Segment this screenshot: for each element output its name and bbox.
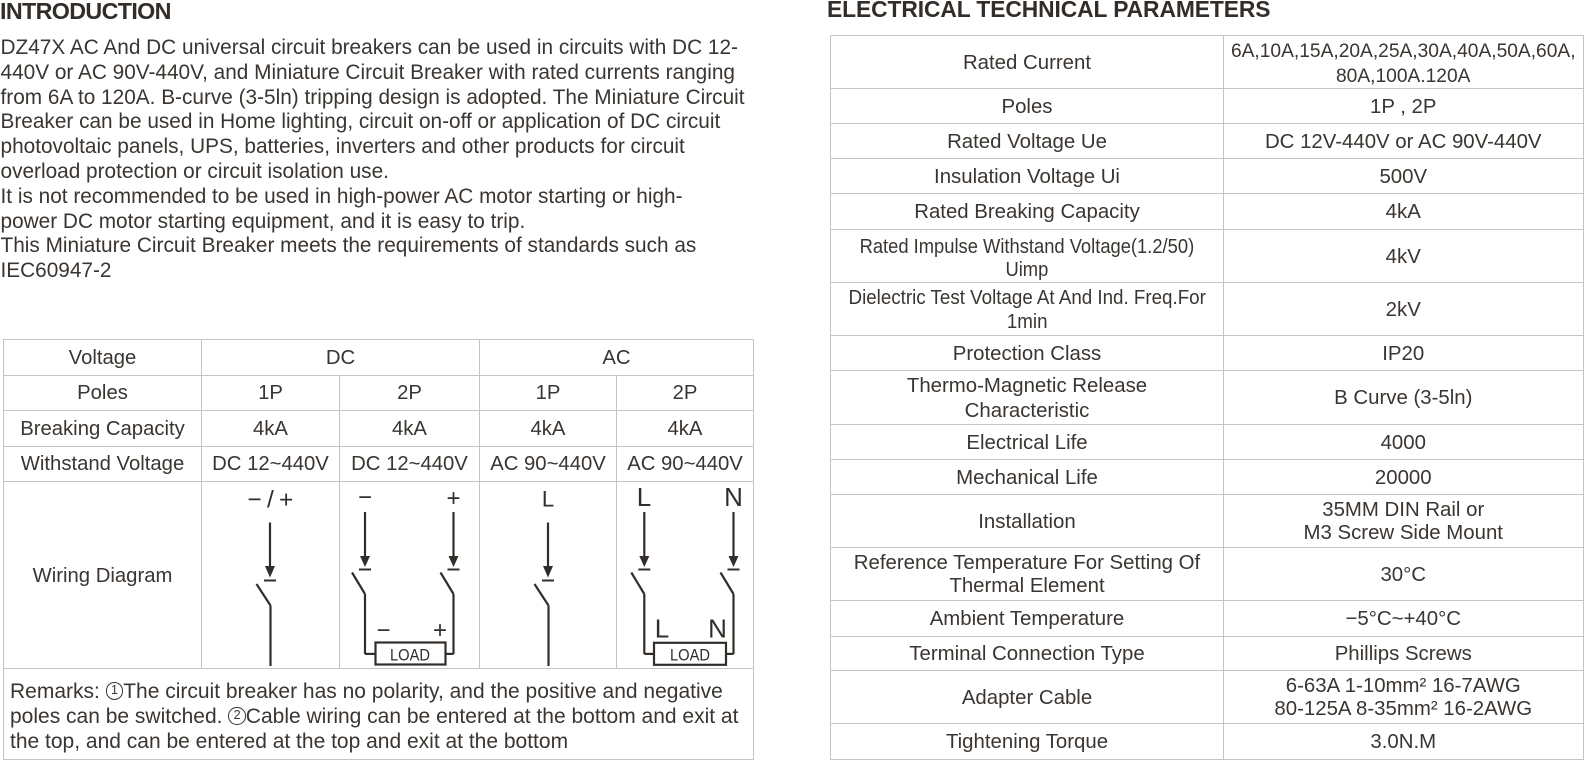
svg-text:L: L	[637, 482, 651, 512]
svg-text:N: N	[708, 614, 727, 644]
svg-text:LOAD: LOAD	[390, 646, 430, 665]
svg-text:−: −	[376, 617, 390, 644]
svg-text:−: −	[358, 484, 372, 511]
svg-text:N: N	[724, 482, 743, 512]
svg-text:−/+: −/+	[247, 487, 298, 514]
svg-text:L: L	[542, 487, 554, 512]
svg-text:+: +	[446, 485, 460, 512]
svg-text:+: +	[433, 617, 447, 644]
svg-text:LOAD: LOAD	[670, 646, 710, 665]
svg-text:L: L	[655, 614, 669, 644]
